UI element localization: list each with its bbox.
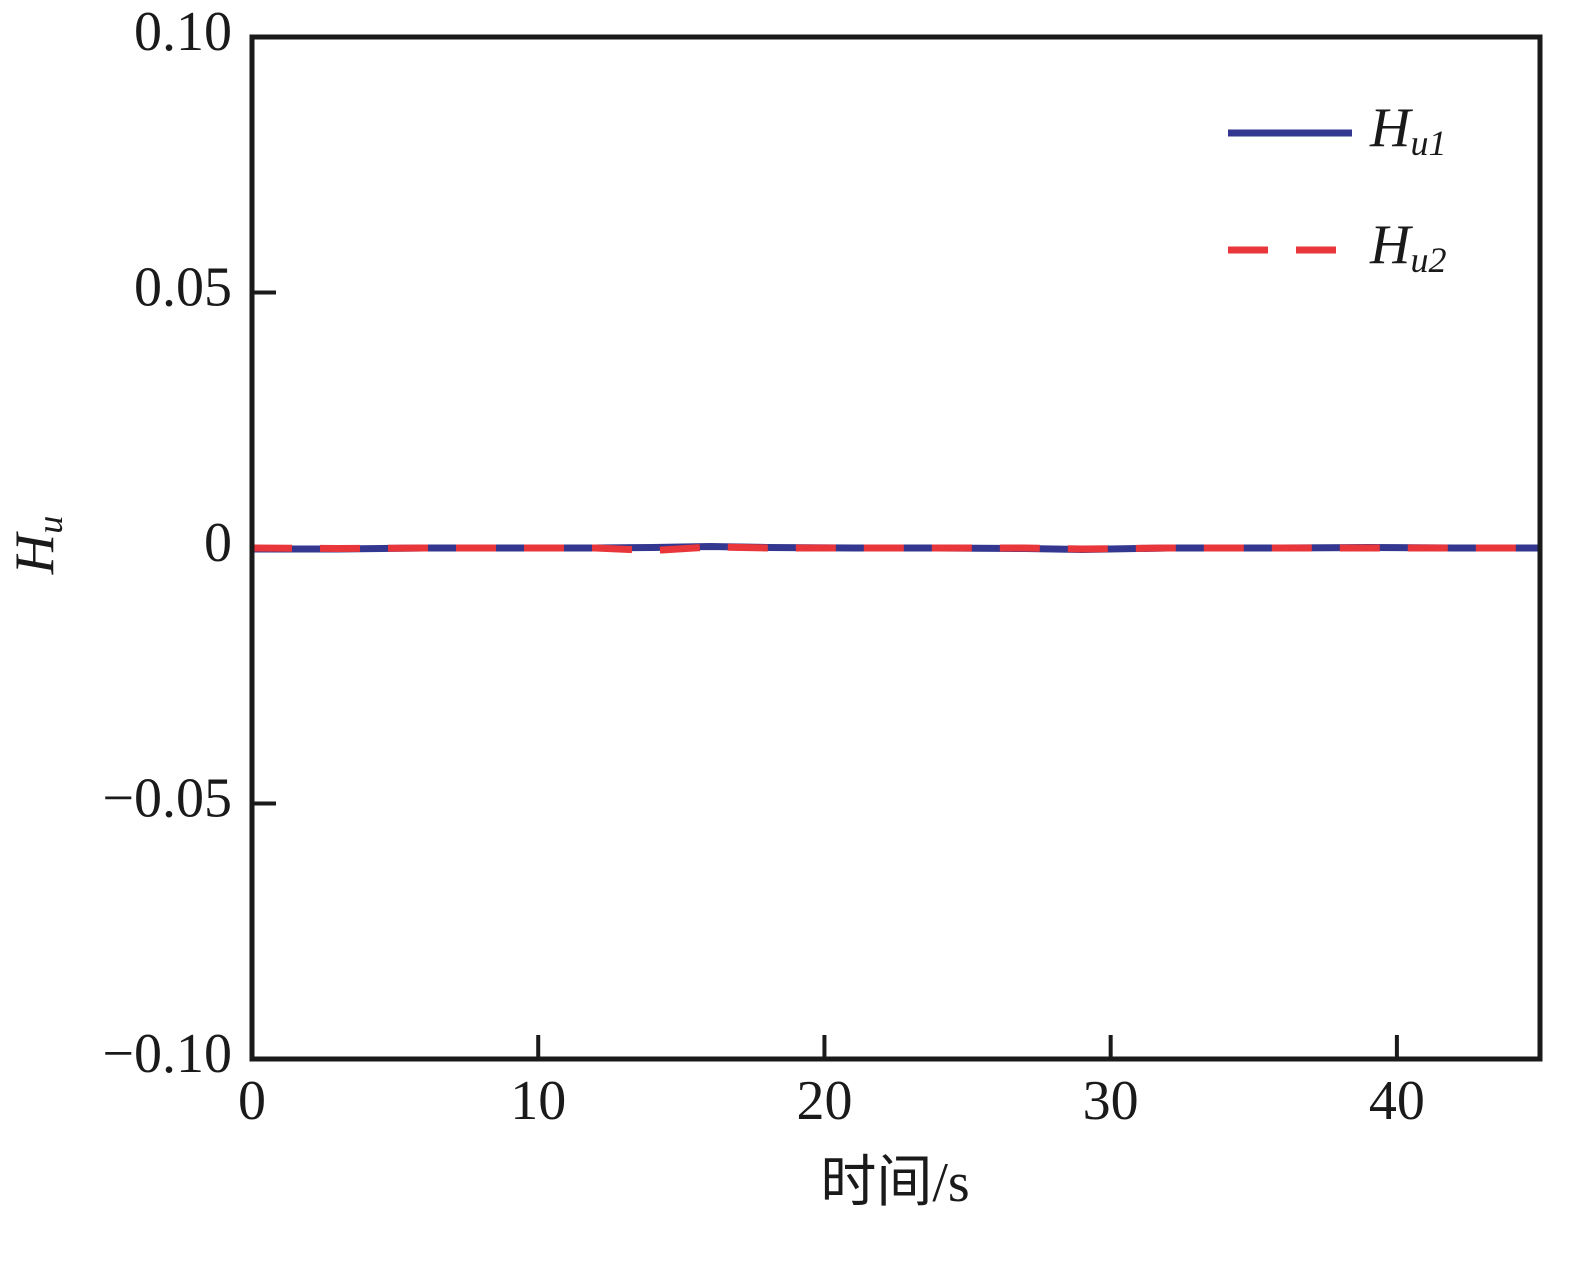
x-tick-label: 10	[510, 1070, 566, 1132]
y-tick-label: −0.10	[102, 1023, 232, 1085]
y-tick-label: −0.05	[102, 767, 232, 829]
plot-frame	[249, 34, 1543, 1062]
y-axis-label: Hu	[4, 516, 70, 575]
x-tick-label: 0	[238, 1070, 266, 1132]
x-tick-label: 30	[1083, 1070, 1139, 1132]
y-tick-label: 0	[204, 512, 232, 574]
x-axis-label: 时间/s	[820, 1152, 969, 1214]
y-tick-label: 0.05	[134, 256, 232, 318]
y-tick-label: 0.10	[134, 1, 232, 63]
x-tick-label: 40	[1369, 1070, 1425, 1132]
x-tick-label: 20	[796, 1070, 852, 1132]
series-line	[251, 543, 1540, 555]
legend-label: Hu1	[1369, 97, 1446, 163]
legend-label: Hu2	[1369, 214, 1446, 280]
